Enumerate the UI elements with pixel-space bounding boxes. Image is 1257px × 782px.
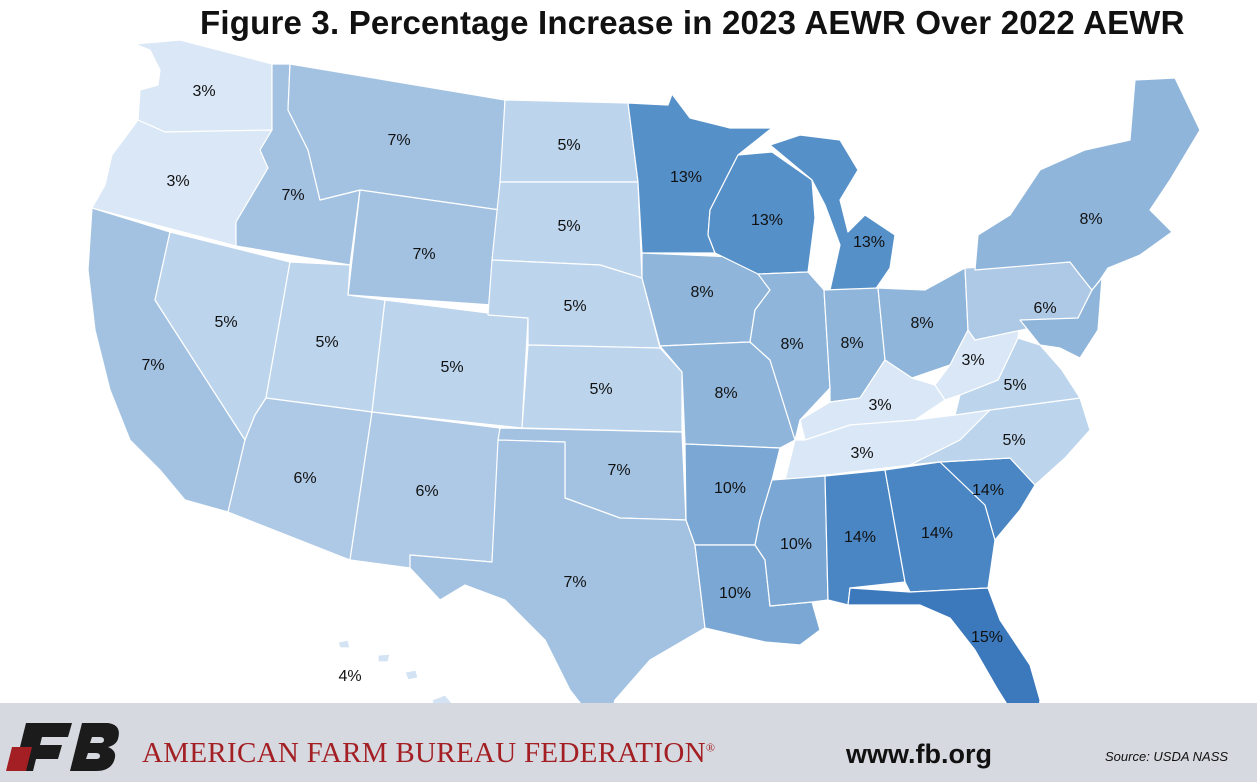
label-VA: 5% (1003, 377, 1026, 394)
label-PA: 6% (1033, 300, 1056, 317)
label-IL: 8% (780, 336, 803, 353)
state-HI-island-2 (404, 669, 419, 681)
label-IN: 8% (840, 335, 863, 352)
state-HI-island-3 (377, 653, 391, 663)
label-NM: 6% (415, 483, 438, 500)
label-AR: 10% (714, 480, 746, 497)
state-northeast (974, 77, 1201, 291)
label-ND: 5% (557, 137, 580, 154)
label-NC: 5% (1002, 432, 1025, 449)
label-IA: 8% (690, 284, 713, 301)
label-KY: 3% (868, 397, 891, 414)
label-KS: 5% (589, 381, 612, 398)
label-OH: 8% (910, 315, 933, 332)
label-MT: 7% (387, 132, 410, 149)
state-HI (431, 694, 453, 703)
us-map: 3% 3% 7% 5% 7% 7% 7% 5% 5% 6% 6% 5% 5% 5… (87, 39, 1201, 703)
label-UT: 5% (315, 334, 338, 351)
label-TX: 7% (563, 574, 586, 591)
label-FL: 15% (971, 629, 1003, 646)
label-AZ: 6% (293, 470, 316, 487)
label-AL: 14% (844, 529, 876, 546)
label-OK: 7% (607, 462, 630, 479)
registered-mark: ® (705, 740, 716, 755)
label-ID: 7% (281, 187, 304, 204)
state-HI-island-4 (337, 639, 351, 649)
label-WA: 3% (192, 83, 215, 100)
state-MI (769, 134, 896, 291)
label-CA: 7% (141, 357, 164, 374)
organization-name: AMERICAN FARM BUREAU FEDERATION® (142, 737, 715, 770)
state-NC (909, 397, 1091, 486)
label-northeast: 8% (1079, 211, 1102, 228)
label-SD: 5% (557, 218, 580, 235)
label-WY: 7% (412, 246, 435, 263)
logo-b-shape (70, 723, 119, 771)
state-KS (521, 344, 683, 433)
label-NV: 5% (214, 314, 237, 331)
afbf-logo-icon (6, 723, 119, 771)
footer-bar: AMERICAN FARM BUREAU FEDERATION® www.fb.… (0, 703, 1257, 782)
label-MS: 10% (780, 536, 812, 553)
label-TN: 3% (850, 445, 873, 462)
label-GA: 14% (921, 525, 953, 542)
state-mid-atlantic (1019, 277, 1103, 359)
website-link[interactable]: www.fb.org (846, 739, 992, 769)
org-name-text: AMERICAN FARM BUREAU FEDERATION (142, 737, 706, 769)
label-NE: 5% (563, 298, 586, 315)
state-TX (409, 439, 706, 703)
label-LA: 10% (719, 585, 751, 602)
logo-red-bar (6, 747, 32, 771)
label-MI: 13% (853, 234, 885, 251)
label-SC: 14% (972, 482, 1004, 499)
label-WV: 3% (961, 352, 984, 369)
label-HI: 4% (338, 668, 361, 685)
label-CO: 5% (440, 359, 463, 376)
state-FL (847, 587, 1041, 703)
label-MO: 8% (714, 385, 737, 402)
state-IL (749, 271, 831, 441)
label-OR: 3% (166, 173, 189, 190)
page-title: Figure 3. Percentage Increase in 2023 AE… (200, 4, 1185, 41)
label-WI: 13% (751, 212, 783, 229)
label-MN: 13% (670, 169, 702, 186)
state-WI (707, 151, 816, 275)
source-note: Source: USDA NASS (1105, 749, 1229, 764)
